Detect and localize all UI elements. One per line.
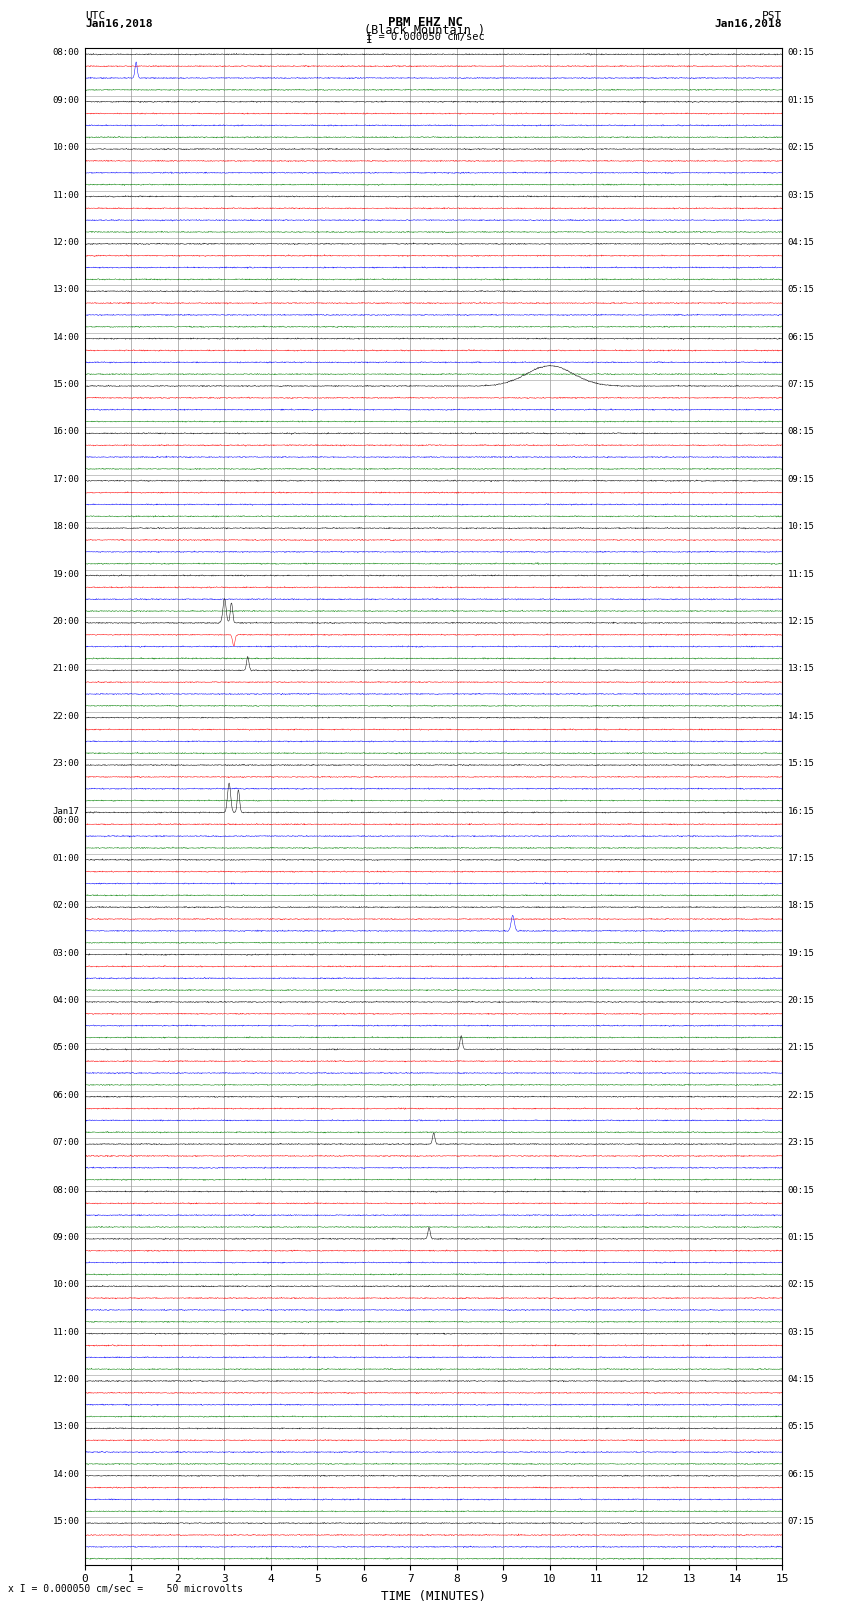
Text: 19:15: 19:15 xyxy=(788,948,814,958)
Text: 11:15: 11:15 xyxy=(788,569,814,579)
Text: 16:15: 16:15 xyxy=(788,806,814,816)
Text: 11:00: 11:00 xyxy=(53,190,79,200)
Text: 02:15: 02:15 xyxy=(788,144,814,152)
Text: 23:15: 23:15 xyxy=(788,1139,814,1147)
Text: 08:00: 08:00 xyxy=(53,1186,79,1195)
Text: 13:00: 13:00 xyxy=(53,1423,79,1431)
Text: 08:00: 08:00 xyxy=(53,48,79,58)
Text: 14:00: 14:00 xyxy=(53,1469,79,1479)
Text: 19:00: 19:00 xyxy=(53,569,79,579)
Text: 22:15: 22:15 xyxy=(788,1090,814,1100)
Text: 22:00: 22:00 xyxy=(53,711,79,721)
Text: 07:15: 07:15 xyxy=(788,381,814,389)
Text: 05:00: 05:00 xyxy=(53,1044,79,1052)
Text: Jan17
00:00: Jan17 00:00 xyxy=(53,806,79,826)
Text: 12:15: 12:15 xyxy=(788,618,814,626)
Text: 03:15: 03:15 xyxy=(788,1327,814,1337)
Text: 14:15: 14:15 xyxy=(788,711,814,721)
Text: 09:00: 09:00 xyxy=(53,1232,79,1242)
Text: I = 0.000050 cm/sec: I = 0.000050 cm/sec xyxy=(366,32,484,42)
Text: 05:15: 05:15 xyxy=(788,1423,814,1431)
Text: 01:00: 01:00 xyxy=(53,853,79,863)
Text: 18:00: 18:00 xyxy=(53,523,79,531)
Text: 17:15: 17:15 xyxy=(788,853,814,863)
Text: 02:00: 02:00 xyxy=(53,902,79,910)
Text: Jan16,2018: Jan16,2018 xyxy=(715,19,782,29)
Text: 06:15: 06:15 xyxy=(788,1469,814,1479)
Text: 01:15: 01:15 xyxy=(788,1232,814,1242)
Text: 21:00: 21:00 xyxy=(53,665,79,673)
Text: 02:15: 02:15 xyxy=(788,1281,814,1289)
Text: 14:00: 14:00 xyxy=(53,332,79,342)
Text: 06:15: 06:15 xyxy=(788,332,814,342)
Text: I: I xyxy=(366,35,373,45)
Text: x I = 0.000050 cm/sec =    50 microvolts: x I = 0.000050 cm/sec = 50 microvolts xyxy=(8,1584,243,1594)
Text: 20:00: 20:00 xyxy=(53,618,79,626)
X-axis label: TIME (MINUTES): TIME (MINUTES) xyxy=(381,1590,486,1603)
Text: 06:00: 06:00 xyxy=(53,1090,79,1100)
Text: 13:15: 13:15 xyxy=(788,665,814,673)
Text: 03:15: 03:15 xyxy=(788,190,814,200)
Text: 09:00: 09:00 xyxy=(53,95,79,105)
Text: 15:00: 15:00 xyxy=(53,381,79,389)
Text: 17:00: 17:00 xyxy=(53,474,79,484)
Text: 03:00: 03:00 xyxy=(53,948,79,958)
Text: 21:15: 21:15 xyxy=(788,1044,814,1052)
Text: 10:00: 10:00 xyxy=(53,144,79,152)
Text: 01:15: 01:15 xyxy=(788,95,814,105)
Text: 12:00: 12:00 xyxy=(53,239,79,247)
Text: Jan16,2018: Jan16,2018 xyxy=(85,19,152,29)
Text: 10:00: 10:00 xyxy=(53,1281,79,1289)
Text: 15:15: 15:15 xyxy=(788,760,814,768)
Text: UTC: UTC xyxy=(85,11,105,21)
Text: 00:15: 00:15 xyxy=(788,48,814,58)
Text: PST: PST xyxy=(762,11,782,21)
Text: 04:15: 04:15 xyxy=(788,239,814,247)
Text: 07:00: 07:00 xyxy=(53,1139,79,1147)
Text: 00:15: 00:15 xyxy=(788,1186,814,1195)
Text: 04:15: 04:15 xyxy=(788,1374,814,1384)
Text: 18:15: 18:15 xyxy=(788,902,814,910)
Text: 13:00: 13:00 xyxy=(53,286,79,294)
Text: 15:00: 15:00 xyxy=(53,1518,79,1526)
Text: 09:15: 09:15 xyxy=(788,474,814,484)
Text: PBM EHZ NC: PBM EHZ NC xyxy=(388,16,462,29)
Text: 11:00: 11:00 xyxy=(53,1327,79,1337)
Text: 08:15: 08:15 xyxy=(788,427,814,437)
Text: 04:00: 04:00 xyxy=(53,995,79,1005)
Text: 20:15: 20:15 xyxy=(788,995,814,1005)
Text: 16:00: 16:00 xyxy=(53,427,79,437)
Text: (Black Mountain ): (Black Mountain ) xyxy=(365,24,485,37)
Text: 12:00: 12:00 xyxy=(53,1374,79,1384)
Text: 07:15: 07:15 xyxy=(788,1518,814,1526)
Text: 10:15: 10:15 xyxy=(788,523,814,531)
Text: 05:15: 05:15 xyxy=(788,286,814,294)
Text: 23:00: 23:00 xyxy=(53,760,79,768)
